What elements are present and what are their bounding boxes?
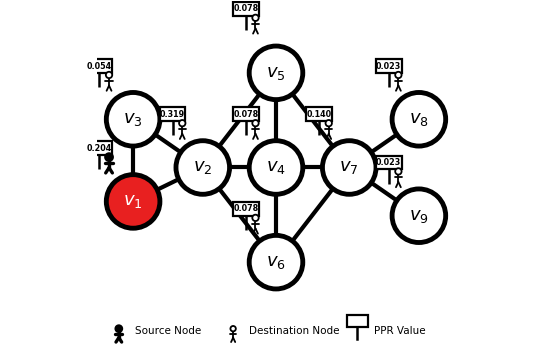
Circle shape: [392, 189, 445, 243]
Circle shape: [179, 120, 185, 126]
Text: 0.078: 0.078: [233, 204, 258, 213]
Text: 0.023: 0.023: [376, 158, 401, 167]
Text: $v_6$: $v_6$: [266, 253, 286, 271]
FancyBboxPatch shape: [376, 59, 401, 73]
FancyBboxPatch shape: [87, 59, 112, 73]
Circle shape: [322, 141, 376, 194]
Circle shape: [106, 72, 112, 78]
Circle shape: [395, 168, 401, 175]
Text: 0.078: 0.078: [233, 4, 258, 13]
Circle shape: [252, 215, 259, 221]
Text: $v_5$: $v_5$: [266, 64, 286, 82]
Text: $v_9$: $v_9$: [409, 207, 429, 225]
Text: $v_1$: $v_1$: [123, 193, 143, 211]
FancyBboxPatch shape: [160, 108, 185, 121]
Circle shape: [249, 46, 303, 100]
Text: 0.140: 0.140: [306, 110, 332, 119]
Text: 0.023: 0.023: [376, 62, 401, 71]
Circle shape: [105, 154, 113, 161]
Text: PPR Value: PPR Value: [374, 326, 425, 336]
FancyBboxPatch shape: [376, 156, 401, 169]
Circle shape: [252, 120, 259, 126]
Text: $v_8$: $v_8$: [409, 110, 429, 128]
Circle shape: [392, 93, 445, 146]
Text: 0.054: 0.054: [87, 62, 112, 71]
FancyBboxPatch shape: [233, 202, 259, 216]
Text: 0.078: 0.078: [233, 110, 258, 119]
Text: $v_2$: $v_2$: [193, 158, 213, 176]
Circle shape: [107, 175, 160, 228]
Text: $v_3$: $v_3$: [123, 110, 143, 128]
Circle shape: [395, 72, 401, 78]
Text: $v_4$: $v_4$: [266, 158, 286, 176]
Text: Destination Node: Destination Node: [249, 326, 339, 336]
FancyBboxPatch shape: [306, 108, 332, 121]
Text: 0.204: 0.204: [87, 144, 112, 153]
Circle shape: [107, 93, 160, 146]
Circle shape: [176, 141, 230, 194]
Text: Source Node: Source Node: [135, 326, 201, 336]
Circle shape: [230, 326, 236, 331]
FancyBboxPatch shape: [87, 141, 112, 155]
Circle shape: [326, 120, 332, 126]
FancyBboxPatch shape: [233, 108, 259, 121]
Text: 0.319: 0.319: [160, 110, 185, 119]
Circle shape: [116, 326, 122, 332]
Circle shape: [252, 15, 259, 21]
Text: $v_7$: $v_7$: [339, 158, 359, 176]
FancyBboxPatch shape: [347, 315, 368, 327]
FancyBboxPatch shape: [233, 2, 259, 16]
Circle shape: [249, 141, 303, 194]
Circle shape: [249, 235, 303, 289]
